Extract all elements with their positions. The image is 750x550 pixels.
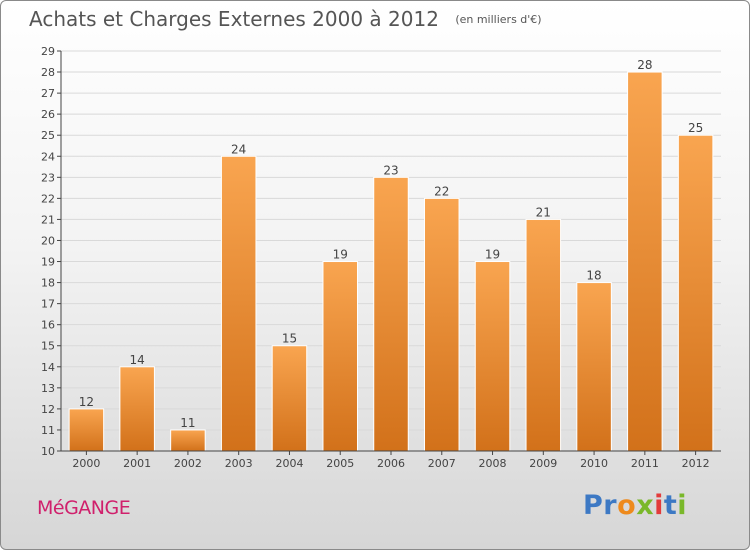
y-tick-label: 26	[41, 108, 55, 121]
y-tick-label: 23	[41, 171, 55, 184]
data-label: 21	[536, 205, 551, 219]
bars: 12 14 11 24 15 19 23 22 19 21 18 28 25	[68, 58, 714, 452]
place-name: MéGANGE	[37, 497, 131, 519]
data-label: 18	[586, 269, 601, 283]
data-label: 24	[231, 142, 246, 156]
y-tick-label: 28	[41, 66, 55, 79]
x-tick-label: 2005	[326, 457, 354, 470]
y-tick-label: 16	[41, 319, 55, 332]
bar-2003	[220, 155, 257, 452]
x-tick-label: 2006	[377, 457, 405, 470]
y-tick-label: 17	[41, 298, 55, 311]
bar-2012	[677, 134, 714, 452]
y-tick-label: 10	[41, 445, 55, 458]
y-tick-label: 22	[41, 192, 55, 205]
y-tick-label: 21	[41, 213, 55, 226]
chart-title-text: Achats et Charges Externes 2000 à 2012	[29, 7, 439, 31]
data-label: 25	[688, 121, 703, 135]
data-label: 22	[434, 184, 449, 198]
data-label: 12	[79, 395, 94, 409]
logo-letter: i	[677, 490, 688, 521]
proxiti-logo: Proxiti	[583, 490, 687, 521]
bar-2008	[474, 261, 511, 452]
logo-letter: t	[663, 490, 678, 521]
y-tick-label: 11	[41, 424, 55, 437]
data-label: 11	[180, 416, 195, 430]
data-label: 19	[333, 248, 348, 262]
y-tick-label: 15	[41, 340, 55, 353]
y-tick-label: 13	[41, 382, 55, 395]
x-tick-label: 2003	[225, 457, 253, 470]
y-tick-label: 24	[41, 150, 55, 163]
x-tick-label: 2002	[174, 457, 202, 470]
chart-title: Achats et Charges Externes 2000 à 2012 (…	[29, 7, 542, 31]
y-tick-label: 20	[41, 234, 55, 247]
data-label: 15	[282, 332, 297, 346]
y-tick-label: 12	[41, 403, 55, 416]
y-tick-label: 29	[41, 45, 55, 58]
bar-2006	[373, 176, 409, 452]
x-tick-label: 2001	[123, 457, 151, 470]
data-label: 19	[485, 248, 500, 262]
x-tick-label: 2011	[631, 457, 659, 470]
bar-2000	[68, 408, 105, 452]
logo-letter: x	[636, 490, 655, 521]
y-tick-label: 25	[41, 129, 55, 142]
x-tick-label: 2000	[72, 457, 100, 470]
data-label: 28	[637, 58, 652, 72]
y-tick-label: 27	[41, 87, 55, 100]
bar-2011	[627, 71, 663, 452]
x-tick-label: 2008	[479, 457, 507, 470]
x-tick-label: 2012	[682, 457, 710, 470]
bar-2001	[119, 366, 155, 452]
logo-letter: o	[617, 490, 637, 521]
bar-2002	[170, 429, 206, 452]
x-tick-label: 2004	[275, 457, 303, 470]
y-tick-label: 14	[41, 361, 55, 374]
bar-2010	[576, 282, 612, 452]
x-tick-label: 2010	[580, 457, 608, 470]
logo-letter: i	[654, 490, 664, 521]
bar-2007	[424, 197, 460, 452]
y-tick-label: 19	[41, 256, 55, 269]
x-tick-label: 2007	[428, 457, 456, 470]
bar-2004	[271, 345, 308, 452]
data-label: 23	[383, 163, 398, 177]
logo-letter: P	[583, 490, 604, 521]
bar-2005	[322, 261, 358, 452]
data-label: 14	[130, 353, 145, 367]
axes: 10 11 12 13 14 15 16 17 18 19 20 21 22 23 24 25 26 27 28 29…	[41, 45, 721, 470]
logo-letter: r	[603, 490, 618, 521]
y-tick-label: 18	[41, 277, 55, 290]
chart-unit: (en milliers d'€)	[455, 13, 542, 26]
bar-2009	[525, 218, 562, 452]
x-tick-label: 2009	[529, 457, 557, 470]
